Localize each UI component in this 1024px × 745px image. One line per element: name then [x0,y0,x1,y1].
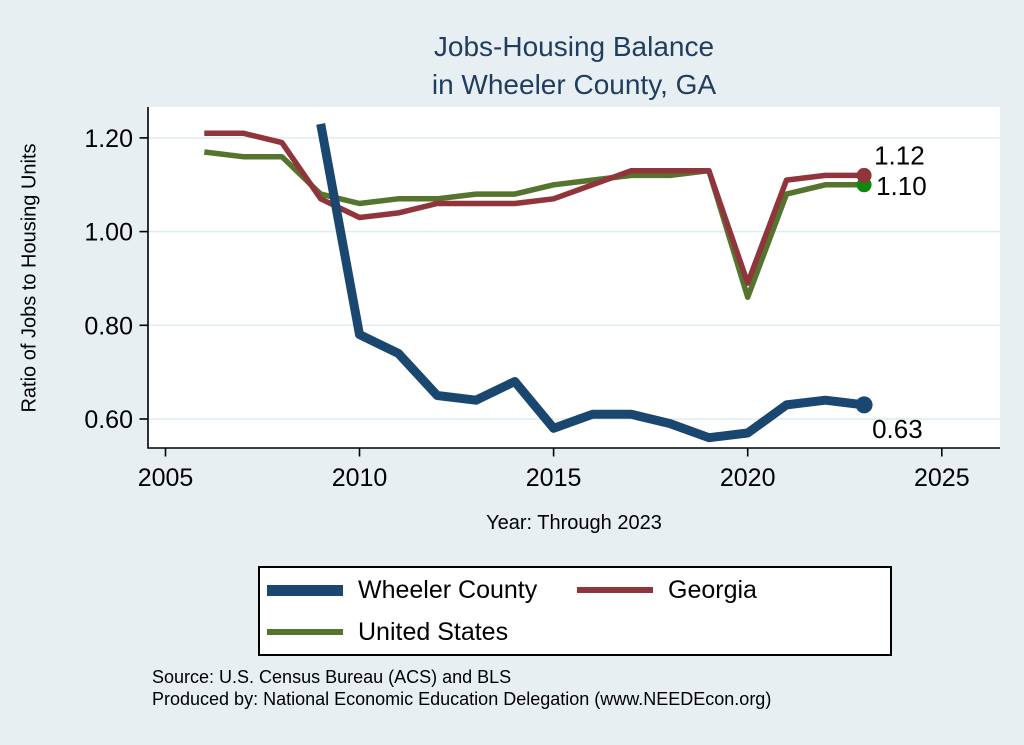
series-end-label-united-states: 1.10 [876,171,927,201]
legend-label-united-states: United States [358,617,509,646]
y-tick-label: 0.80 [84,312,133,340]
legend-swatch-united-states-icon [267,629,343,635]
series-end-marker-georgia [856,167,872,183]
source-note: Source: U.S. Census Bureau (ACS) and BLS… [152,666,771,710]
chart-title-line1: Jobs-Housing Balance [433,31,715,62]
x-tick-label: 2025 [914,464,970,492]
series-end-label-georgia: 1.12 [874,140,925,170]
chart-title-line2: in Wheeler County, GA [431,69,717,100]
legend-label-wheeler-county: Wheeler County [358,575,538,604]
legend-row-2: United States [267,612,890,652]
x-tick-label: 2010 [332,464,388,492]
series-end-label-wheeler-county: 0.63 [872,414,923,444]
y-tick-label: 1.00 [84,219,133,247]
chart-title: Jobs-Housing Balance in Wheeler County, … [148,28,1000,104]
series-line-wheeler-county [316,123,865,443]
series-end-marker-wheeler-county [855,396,873,414]
source-line: Source: U.S. Census Bureau (ACS) and BLS [152,667,512,687]
x-tick-label: 2015 [526,464,582,492]
legend-swatch-georgia-icon [577,587,653,593]
legend-label-georgia: Georgia [668,575,757,604]
y-tick-label: 0.60 [84,406,133,434]
x-tick-label: 2020 [720,464,776,492]
x-axis-title: Year: Through 2023 [486,512,662,534]
axis-lines [147,107,1000,449]
legend-row-1: Wheeler County Georgia [267,570,890,610]
legend-item-wheeler-county: Wheeler County [267,576,577,605]
legend-item-georgia: Georgia [577,576,757,605]
legend-item-united-states: United States [267,618,577,647]
produced-by-line: Produced by: National Economic Education… [152,689,772,709]
legend-swatch-wheeler-county-icon [267,584,343,596]
legend: Wheeler County Georgia United States [258,566,892,656]
x-tick-label: 2005 [138,464,194,492]
line-chart-plot: 0.60 0.80 1.00 1.20 2005 2010 2015 2020 2025 1.10… [84,107,1000,492]
y-tick-label: 1.20 [84,125,133,153]
series-line-georgia [204,130,865,286]
